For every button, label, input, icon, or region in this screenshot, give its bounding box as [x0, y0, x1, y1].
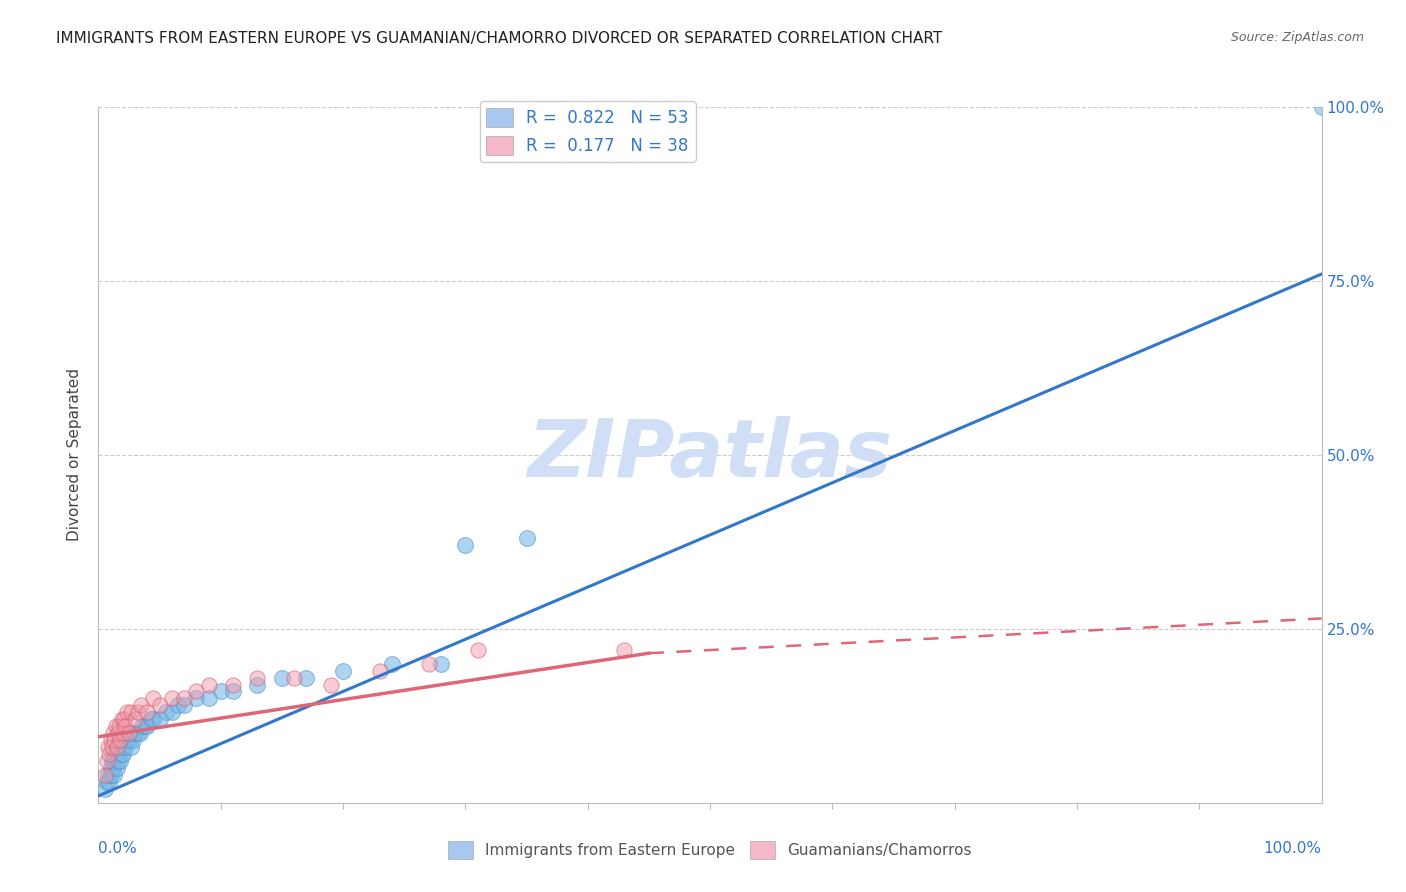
Point [142, 691, 165, 706]
Point [139, 712, 162, 726]
Point [97, 740, 120, 755]
Point [197, 677, 219, 691]
Point [101, 754, 124, 768]
Point [186, 691, 208, 706]
Point [101, 726, 124, 740]
Point [613, 642, 636, 657]
Point [127, 726, 149, 740]
Point [515, 532, 537, 546]
Point [100, 733, 122, 747]
Point [124, 712, 146, 726]
Point [110, 754, 132, 768]
Point [105, 740, 128, 755]
Text: 0.0%: 0.0% [98, 841, 138, 856]
Point [167, 698, 190, 713]
Point [118, 733, 141, 747]
Point [430, 657, 453, 671]
Point [134, 719, 156, 733]
Point [104, 719, 127, 733]
Point [110, 740, 132, 755]
Point [97, 768, 120, 782]
Point [120, 740, 142, 755]
Point [222, 677, 245, 691]
Text: IMMIGRANTS FROM EASTERN EUROPE VS GUAMANIAN/CHAMORRO DIVORCED OR SEPARATED CORRE: IMMIGRANTS FROM EASTERN EUROPE VS GUAMAN… [56, 31, 942, 46]
Point [114, 740, 136, 755]
Point [107, 726, 129, 740]
Point [270, 671, 294, 685]
Point [120, 706, 142, 720]
Point [96, 754, 118, 768]
Text: Source: ZipAtlas.com: Source: ZipAtlas.com [1230, 31, 1364, 45]
Point [283, 671, 305, 685]
Point [101, 747, 124, 761]
Point [104, 747, 127, 761]
Point [149, 698, 172, 713]
Point [319, 677, 342, 691]
Point [246, 677, 269, 691]
Point [381, 657, 404, 671]
Text: 100.0%: 100.0% [1264, 841, 1322, 856]
Point [173, 691, 195, 706]
Point [103, 768, 125, 782]
Point [112, 740, 135, 755]
Point [173, 698, 195, 713]
Point [418, 657, 440, 671]
Point [160, 706, 183, 720]
Point [103, 733, 125, 747]
Point [120, 726, 142, 740]
Point [467, 642, 489, 657]
Point [127, 706, 149, 720]
Point [368, 664, 391, 678]
Point [118, 726, 141, 740]
Point [136, 719, 159, 733]
Point [101, 740, 124, 755]
Point [93, 768, 115, 782]
Point [110, 733, 132, 747]
Point [112, 712, 135, 726]
Point [101, 761, 124, 775]
Point [295, 671, 318, 685]
Point [114, 719, 136, 733]
Point [111, 747, 134, 761]
Legend: Immigrants from Eastern Europe, Guamanians/Chamorros: Immigrants from Eastern Europe, Guamania… [443, 835, 977, 864]
Point [103, 754, 125, 768]
Point [149, 712, 172, 726]
Point [100, 761, 122, 775]
Y-axis label: Divorced or Separated: Divorced or Separated [67, 368, 83, 541]
Point [111, 712, 134, 726]
Point [332, 664, 354, 678]
Text: ZIPatlas: ZIPatlas [527, 416, 893, 494]
Point [98, 747, 121, 761]
Point [115, 706, 138, 720]
Point [246, 671, 269, 685]
Point [129, 698, 152, 713]
Point [160, 691, 183, 706]
Point [93, 781, 115, 796]
Point [100, 768, 122, 782]
Point [121, 733, 143, 747]
Point [129, 726, 152, 740]
Point [155, 706, 177, 720]
Point [96, 775, 118, 789]
Point [131, 719, 153, 733]
Point [1310, 100, 1333, 114]
Point [142, 712, 165, 726]
Point [124, 726, 146, 740]
Point [108, 747, 131, 761]
Point [108, 719, 131, 733]
Point [105, 761, 128, 775]
Point [197, 691, 219, 706]
Point [222, 684, 245, 698]
Point [115, 733, 138, 747]
Point [98, 775, 121, 789]
Point [209, 684, 232, 698]
Point [454, 538, 477, 552]
Point [111, 747, 134, 761]
Point [107, 754, 129, 768]
Point [105, 740, 128, 755]
Point [186, 684, 208, 698]
Point [136, 706, 159, 720]
Point [111, 726, 134, 740]
